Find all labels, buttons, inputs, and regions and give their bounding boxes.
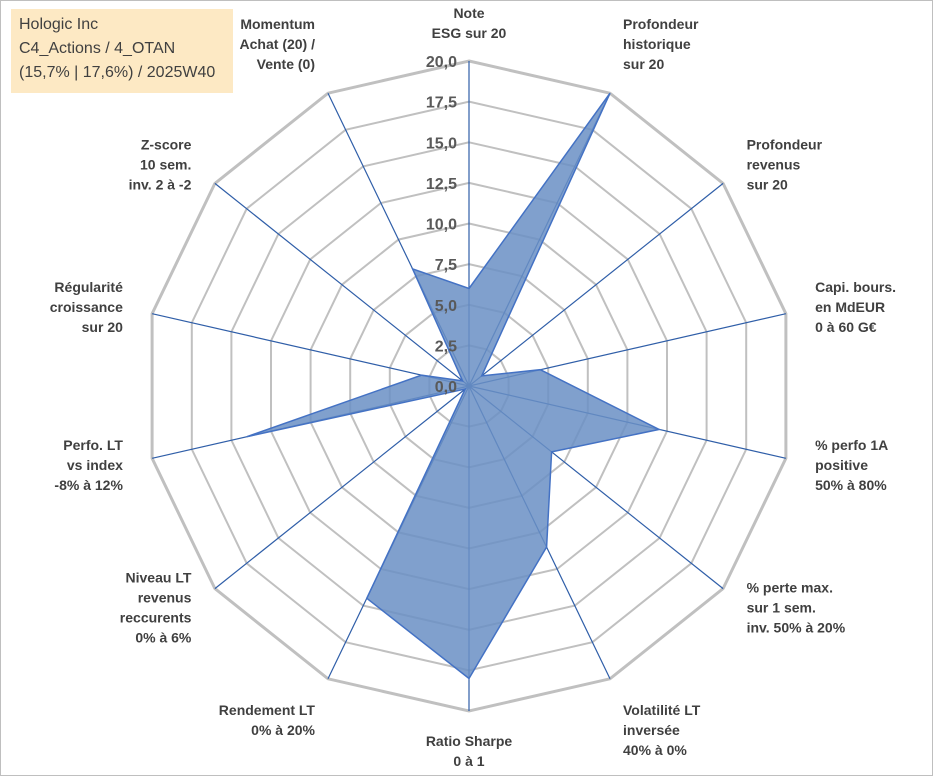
axis-label-line: positive (815, 457, 868, 473)
axis-label-line: revenus (138, 589, 192, 605)
axis-label-line: sur 20 (623, 56, 664, 72)
axis-label-5: % perfo 1A positive 50% à 80% (815, 437, 888, 493)
axis-label-8: Ratio Sharpe 0 à 1 (426, 733, 513, 769)
axis-label-line: Vente (0) (257, 56, 315, 72)
axis-label-6: % perte max. sur 1 sem. inv. 50% à 20% (747, 579, 846, 635)
axis-label-line: vs index (67, 457, 123, 473)
axis-label-line: Note (453, 5, 484, 21)
axis-label-line: historique (623, 36, 691, 52)
axis-label-line: 40% à 0% (623, 742, 687, 758)
axis-spoke-3 (468, 182, 724, 387)
axis-label-line: sur 20 (82, 319, 123, 335)
company-name: Hologic Inc (19, 16, 99, 33)
axis-label-4: Capi. bours. en MdEUR 0 à 60 G€ (815, 279, 896, 335)
axis-label-line: revenus (747, 157, 801, 173)
axis-label-line: 0% à 20% (251, 722, 315, 738)
axis-spoke-10 (214, 385, 470, 590)
axis-label-13: Z-score 10 sem. inv. 2 à -2 (129, 137, 192, 193)
axis-label-line: Momentum (240, 16, 315, 32)
axis-label-line: inv. 50% à 20% (747, 619, 846, 635)
axis-label-line: 50% à 80% (815, 477, 887, 493)
axis-label-line: 10 sem. (140, 157, 191, 173)
axis-label-7: Volatilité LT inversée 40% à 0% (623, 702, 701, 758)
tick-label: 17,5 (426, 95, 457, 112)
tick-label: 10,0 (426, 217, 457, 234)
tick-label: 15,0 (426, 135, 457, 152)
tick-label: 2,5 (435, 338, 457, 355)
axis-label-line: Z-score (141, 137, 192, 153)
tick-label: 5,0 (435, 298, 457, 315)
axis-label-10: Niveau LT revenus reccurents 0% à 6% (120, 569, 192, 645)
category-label: C4_Actions / 4_OTAN (19, 40, 176, 57)
axis-spoke-12 (151, 313, 470, 387)
axis-spoke-13 (214, 182, 470, 387)
axis-label-line: % perfo 1A (815, 437, 888, 453)
tick-label: 20,0 (426, 54, 457, 71)
axis-label-line: Volatilité LT (623, 702, 701, 718)
axis-label-1: Note ESG sur 20 (432, 5, 507, 41)
axis-label-line: Profondeur (747, 137, 823, 153)
axis-label-line: % perte max. (747, 579, 833, 595)
axis-label-line: Perfo. LT (63, 437, 123, 453)
axis-label-line: 0% à 6% (135, 629, 192, 645)
metrics-label: (15,7% | 17,6%) / 2025W40 (19, 64, 216, 81)
axis-label-line: Capi. bours. (815, 279, 896, 295)
axis-label-line: sur 1 sem. (747, 599, 816, 615)
axis-label-line: Niveau LT (126, 569, 192, 585)
axis-label-line: -8% à 12% (54, 477, 123, 493)
axis-label-11: Perfo. LT vs index -8% à 12% (54, 437, 123, 493)
info-box: Hologic Inc C4_Actions / 4_OTAN (15,7% |… (11, 9, 233, 93)
axis-label-2: Profondeur historique sur 20 (623, 16, 699, 72)
axis-label-line: inv. 2 à -2 (129, 177, 192, 193)
axis-label-line: ESG sur 20 (432, 25, 507, 41)
axis-label-line: inversée (623, 722, 680, 738)
tick-label: 12,5 (426, 176, 457, 193)
axis-label-line: sur 20 (747, 177, 788, 193)
tick-label: 0,0 (435, 379, 457, 396)
axis-label-line: Achat (20) / (240, 36, 316, 52)
axis-label-line: 0 à 60 G€ (815, 319, 877, 335)
tick-label: 7,5 (435, 257, 457, 274)
axis-label-14: Momentum Achat (20) / Vente (0) (240, 16, 316, 72)
axis-label-line: Ratio Sharpe (426, 733, 513, 749)
axis-label-line: croissance (50, 299, 123, 315)
axis-label-line: Profondeur (623, 16, 699, 32)
axis-label-12: Régularité croissance sur 20 (50, 279, 123, 335)
axis-label-line: en MdEUR (815, 299, 885, 315)
axis-label-line: reccurents (120, 609, 192, 625)
axis-label-line: Rendement LT (219, 702, 316, 718)
axis-label-9: Rendement LT 0% à 20% (219, 702, 316, 738)
axis-label-3: Profondeur revenus sur 20 (747, 137, 823, 193)
axis-label-line: 0 à 1 (453, 753, 484, 769)
axis-label-line: Régularité (54, 279, 123, 295)
